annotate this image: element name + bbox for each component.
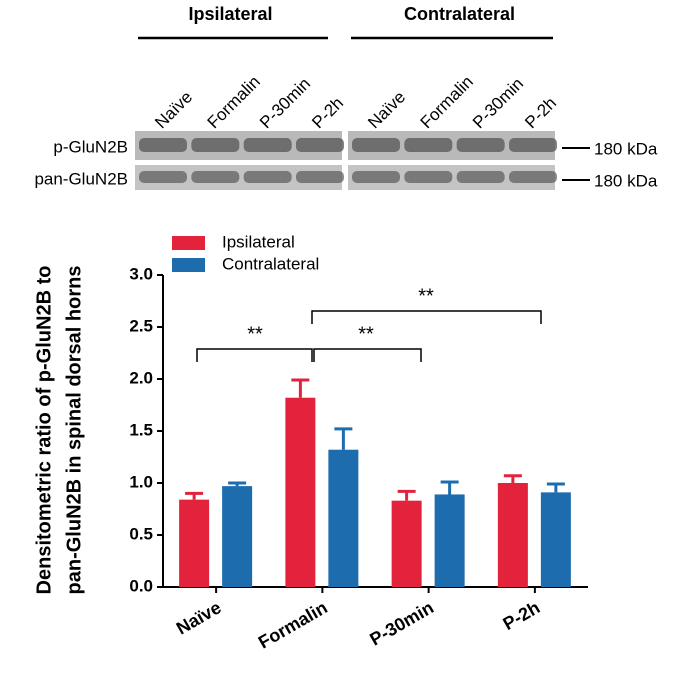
- y-axis-label: pan-GluN2B in spinal dorsal horns: [63, 266, 85, 595]
- bar: [540, 492, 571, 587]
- y-tick-label: 1.0: [129, 472, 153, 491]
- lane-label: Formalin: [417, 72, 477, 132]
- lane-label: P-2h: [521, 93, 560, 132]
- band: [296, 138, 344, 152]
- x-tick-label: P-2h: [499, 597, 543, 634]
- blot-group-label: Contralateral: [404, 4, 515, 24]
- band: [456, 138, 505, 152]
- error-bar: [228, 481, 247, 487]
- band: [404, 138, 453, 152]
- lane-label: Formalin: [204, 72, 264, 132]
- significance-label: **: [358, 323, 374, 345]
- bar: [434, 494, 465, 587]
- band: [456, 171, 505, 183]
- lane-label: Naïve: [151, 87, 196, 132]
- size-label: 180 kDa: [594, 171, 658, 190]
- band: [243, 171, 292, 183]
- row-label: pan-GluN2B: [34, 169, 128, 188]
- band: [509, 138, 557, 152]
- y-tick-label: 1.5: [129, 420, 153, 439]
- y-tick-label: 2.5: [129, 316, 153, 335]
- band: [352, 171, 400, 183]
- lane-label: P-30min: [256, 74, 314, 132]
- y-tick-label: 3.0: [129, 264, 153, 283]
- error-bar: [397, 489, 416, 501]
- y-tick-label: 2.0: [129, 368, 153, 387]
- y-tick-label: 0.5: [129, 524, 153, 543]
- band: [139, 138, 187, 152]
- significance-label: **: [418, 285, 434, 307]
- error-bar: [185, 491, 204, 500]
- error-bar: [334, 427, 353, 450]
- y-axis-label: Densitometric ratio of p-GluN2B to: [33, 266, 55, 595]
- x-tick-label: P-30min: [366, 597, 437, 649]
- bar: [179, 499, 210, 587]
- blot-group-label: Ipsilateral: [188, 4, 272, 24]
- error-bar: [440, 480, 459, 495]
- legend-swatch: [172, 258, 205, 272]
- band: [243, 138, 292, 152]
- bar: [497, 483, 528, 587]
- band: [191, 138, 240, 152]
- legend-swatch: [172, 236, 205, 250]
- bar: [391, 500, 422, 587]
- error-bar: [546, 482, 565, 493]
- legend-label: Ipsilateral: [222, 232, 295, 251]
- band: [404, 171, 453, 183]
- error-bar: [503, 474, 522, 483]
- significance-bracket: [313, 348, 422, 362]
- lane-label: Naïve: [364, 87, 409, 132]
- error-bar: [291, 378, 310, 398]
- lane-label: P-2h: [308, 93, 347, 132]
- significance-label: **: [247, 323, 263, 345]
- bar: [222, 486, 253, 587]
- legend-label: Contralateral: [222, 254, 319, 273]
- x-tick-label: Naïve: [173, 597, 225, 638]
- band: [296, 171, 344, 183]
- bar: [285, 397, 316, 587]
- band: [509, 171, 557, 183]
- significance-bracket: [196, 348, 313, 362]
- size-label: 180 kDa: [594, 139, 658, 158]
- bar: [328, 449, 359, 587]
- significance-bracket: [311, 310, 542, 324]
- band: [352, 138, 400, 152]
- lane-label: P-30min: [469, 74, 527, 132]
- x-tick-label: Formalin: [255, 597, 331, 652]
- band: [139, 171, 187, 183]
- band: [191, 171, 240, 183]
- y-tick-label: 0.0: [129, 576, 153, 595]
- row-label: p-GluN2B: [53, 137, 128, 156]
